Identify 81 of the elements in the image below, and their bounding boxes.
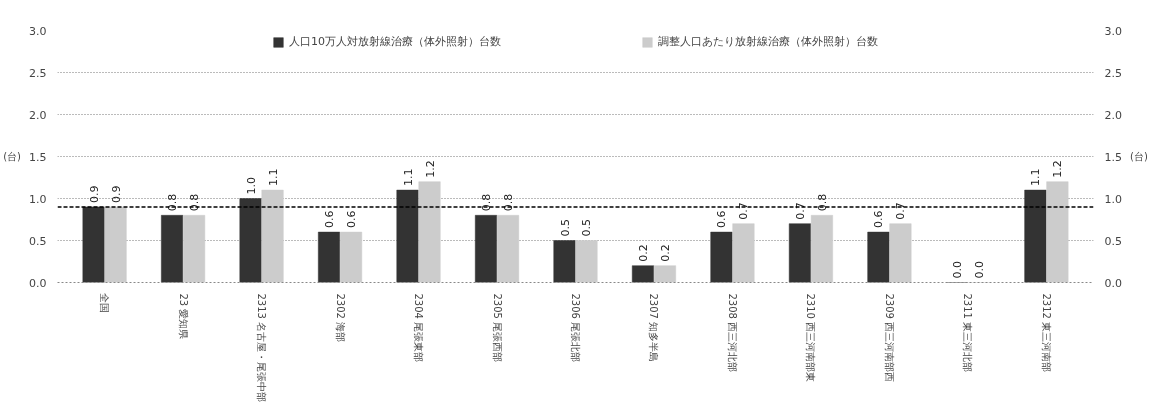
data-label: 0.8: [502, 193, 515, 212]
bar: [889, 223, 912, 283]
bar: [475, 215, 498, 283]
bar: [575, 240, 598, 283]
x-tick-label: 2311 東三河北部: [962, 293, 974, 373]
data-label: 0.7: [737, 202, 751, 220]
x-tick-label: 2312 東三河南部: [1040, 293, 1052, 373]
x-tick-label: 全国: [99, 293, 111, 314]
y-axis-title: (台): [3, 151, 22, 162]
bar: [340, 231, 363, 283]
y-tick-label: 3.0: [29, 24, 47, 38]
bar: [82, 206, 105, 283]
y-tick-label: 1.0: [29, 192, 47, 206]
data-label: 0.6: [715, 210, 729, 229]
legend-label: 調整人口あたり放射線治療（体外照射）台数: [658, 34, 878, 49]
y2-tick-label: 2.0: [1104, 108, 1122, 122]
data-label: 0.8: [815, 193, 829, 212]
data-label: 1.2: [1051, 160, 1065, 178]
y2-tick-label: 1.0: [1104, 192, 1122, 206]
data-label: 1.1: [401, 168, 415, 187]
data-label: 1.1: [1029, 168, 1043, 187]
bar: [496, 215, 520, 283]
bar: [1046, 181, 1069, 283]
bar: [653, 265, 676, 283]
x-tick-label: 2313 名古屋・尾張中部: [256, 293, 268, 403]
bar: [732, 223, 755, 283]
y2-tick-label: 1.5: [1104, 150, 1122, 164]
data-label: 0.2: [658, 244, 672, 262]
bar: [183, 215, 206, 283]
x-tick-label: 2302 海部: [334, 293, 346, 343]
legend-label: 人口10万人対放射線治療（体外照射）台数: [289, 34, 501, 49]
y2-tick-label: 0.0: [1104, 276, 1122, 290]
data-label: 0.6: [872, 210, 886, 229]
data-label: 0.7: [793, 202, 807, 220]
y-tick-label: 2.5: [29, 66, 47, 80]
data-label: 0.9: [87, 185, 101, 203]
bar: [418, 181, 441, 283]
data-label: 0.6: [345, 210, 359, 229]
bar: [1024, 189, 1047, 283]
bar: [867, 231, 890, 283]
y-tick-label: 1.5: [29, 150, 47, 164]
data-label: 0.7: [894, 202, 908, 220]
data-label: 0.8: [166, 193, 180, 212]
data-label: 1.2: [423, 160, 437, 178]
x-tick-label: 2310 西三河南部東: [805, 293, 817, 383]
x-tick-label: 2306 尾張北部: [570, 293, 581, 363]
x-tick-label: 2307 知多半島: [648, 293, 660, 363]
y-tick-label: 0.5: [29, 234, 47, 248]
bar: [104, 206, 127, 283]
y2-tick-label: 0.5: [1104, 234, 1122, 248]
y-tick-label: 2.0: [29, 108, 47, 122]
data-label: 0.2: [637, 244, 650, 262]
data-label: 0.5: [580, 219, 594, 237]
y2-tick-label: 2.5: [1104, 66, 1122, 80]
bar: [631, 265, 655, 283]
bar: [788, 223, 811, 283]
y-tick-label: 0.0: [29, 276, 47, 290]
data-label: 0.9: [109, 185, 123, 203]
x-tick-label: 2305 尾張西部: [491, 293, 503, 363]
bar: [239, 198, 262, 283]
x-tick-label: 2308 西三河北部: [726, 293, 738, 373]
x-tick-label: 2309 西三河南部西: [883, 293, 895, 383]
data-label: 0.5: [558, 219, 572, 237]
data-label: 0.8: [188, 193, 202, 212]
bar: [261, 189, 284, 283]
bar: [161, 215, 184, 283]
x-tick-label: 2304 尾張東部: [413, 293, 425, 363]
bar: [553, 240, 576, 283]
y2-tick-label: 3.0: [1104, 24, 1122, 38]
bar: [396, 189, 419, 283]
data-label: 0.6: [323, 210, 337, 229]
y2-axis-title: (台): [1129, 151, 1148, 162]
data-label: 1.0: [244, 177, 258, 195]
data-label: 1.1: [266, 168, 280, 187]
bar: [810, 215, 833, 283]
x-tick-label: 23 愛知県: [177, 293, 189, 340]
bar: [710, 231, 733, 283]
bar: [318, 231, 341, 283]
data-label: 0.0: [950, 261, 964, 279]
data-label: 0.8: [480, 193, 494, 212]
data-label: 0.0: [972, 261, 986, 279]
